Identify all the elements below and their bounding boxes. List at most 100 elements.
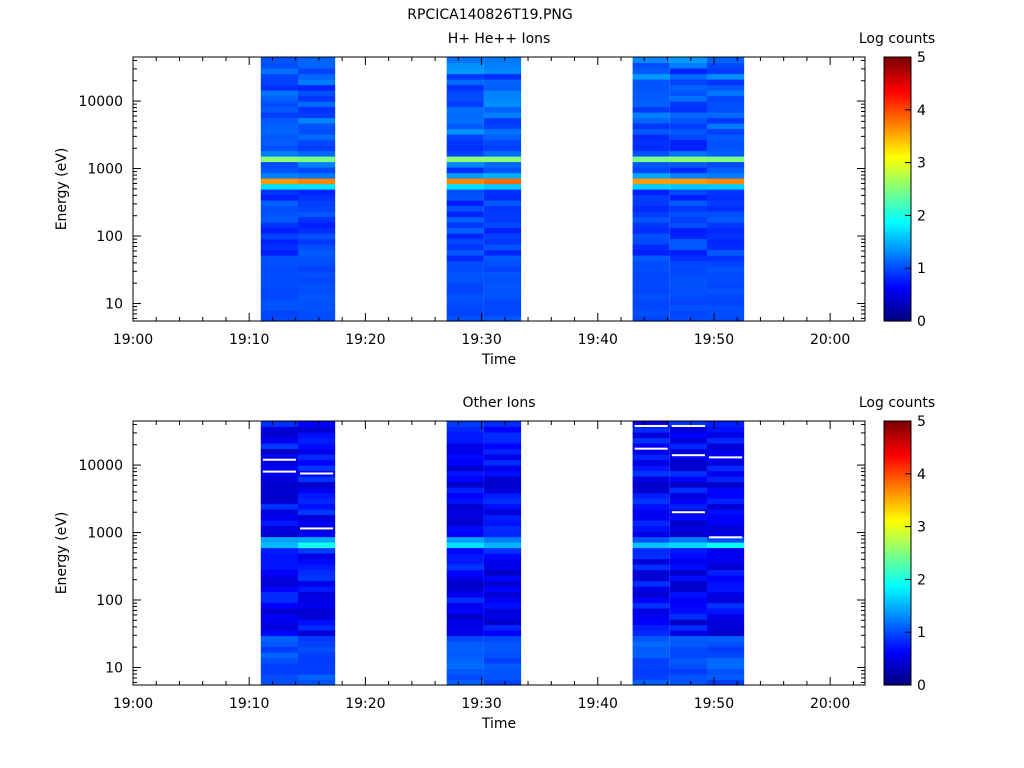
heatmap-cell (483, 481, 522, 488)
heatmap-cell (297, 167, 336, 174)
colorbar-swatch (884, 473, 911, 478)
heatmap-cell (446, 569, 484, 576)
heatmap-cell (706, 139, 745, 146)
colorbar-swatch (884, 212, 911, 216)
heatmap-cell (446, 432, 484, 439)
data-gap-line (634, 447, 668, 450)
colorbar-swatch (884, 115, 911, 119)
heatmap-cell (297, 293, 336, 300)
heatmap-cell (260, 183, 298, 190)
heatmap-cell (297, 542, 336, 549)
heatmap-cell (706, 668, 745, 675)
colorbar-swatch (884, 241, 911, 246)
heatmap-cell (446, 487, 484, 494)
data-column (632, 57, 670, 322)
heatmap-cell (632, 481, 670, 488)
heatmap-cell (483, 271, 522, 278)
heatmap-cell (632, 503, 670, 510)
heatmap-cell (483, 288, 522, 295)
heatmap-cell (632, 145, 670, 152)
heatmap-cell (706, 161, 745, 168)
heatmap-cell (669, 668, 707, 675)
heatmap-cell (483, 84, 522, 91)
heatmap-cell (632, 569, 670, 576)
heatmap-cell (632, 591, 670, 598)
colorbar-swatch (884, 207, 911, 211)
heatmap-cell (446, 194, 484, 201)
colorbar-swatch (884, 284, 911, 288)
heatmap-cell (297, 178, 336, 185)
heatmap-cell (706, 123, 745, 130)
heatmap-cell (446, 271, 484, 278)
heatmap-cell (446, 514, 484, 521)
heatmap-cell (632, 266, 670, 273)
colorbar-swatch (884, 199, 911, 203)
heatmap-cell (446, 646, 484, 653)
heatmap-cell (446, 73, 484, 80)
panel-1: H+ He++ Ions 19:00 19:10 19:20 19:30 19:40 19:… (54, 31, 935, 368)
data-column (483, 421, 522, 686)
heatmap-cell (260, 310, 298, 317)
heatmap-cell (706, 641, 745, 648)
heatmap-cell (632, 509, 670, 516)
heatmap-cell (260, 150, 298, 157)
heatmap-cell (297, 481, 336, 488)
heatmap-cell (706, 244, 745, 251)
data-gap-line (262, 470, 296, 473)
heatmap-cell (297, 216, 336, 223)
heatmap-cell (483, 608, 522, 615)
colorbar-swatch (884, 104, 911, 108)
heatmap-cell (483, 597, 522, 604)
heatmap-cell (669, 454, 707, 461)
heatmap-cell (297, 426, 336, 433)
colorbar-swatch (884, 196, 911, 201)
heatmap-cell (706, 238, 745, 245)
heatmap-cell (446, 613, 484, 620)
heatmap-cell (669, 503, 707, 510)
heatmap-cell (669, 564, 707, 571)
heatmap-cell (483, 68, 522, 75)
colorbar-swatch (884, 189, 911, 193)
x-tick-label: 19:20 (345, 332, 385, 348)
heatmap-cell (446, 233, 484, 240)
heatmap-cell (669, 459, 707, 466)
data-column (706, 57, 745, 322)
heatmap-cell (260, 558, 298, 565)
heatmap-cell (706, 106, 745, 113)
heatmap-cell (446, 222, 484, 229)
x-tick-label: 19:30 (461, 332, 501, 348)
heatmap-cell (260, 437, 298, 444)
colorbar-swatch (884, 492, 911, 496)
colorbar-tick-label: 1 (917, 625, 926, 641)
colorbar-tick-label: 0 (917, 314, 926, 330)
colorbar-swatch (884, 568, 911, 573)
heatmap-cell (669, 558, 707, 565)
heatmap-cell (483, 189, 522, 196)
colorbar-swatch (884, 589, 911, 594)
heatmap-cell (669, 95, 707, 102)
heatmap-cell (632, 68, 670, 75)
heatmap-cell (669, 646, 707, 653)
heatmap-cell (297, 575, 336, 582)
heatmap-cell (632, 547, 670, 554)
heatmap-cell (260, 260, 298, 267)
heatmap-cell (669, 553, 707, 560)
panel-title: H+ He++ Ions (448, 31, 551, 47)
colorbar-label: Log counts (859, 395, 935, 411)
heatmap-cell (669, 619, 707, 626)
heatmap-cell (632, 238, 670, 245)
heatmap-cell (446, 310, 484, 317)
colorbar-swatch (884, 563, 911, 567)
heatmap-cell (260, 443, 298, 450)
heatmap-cell (483, 128, 522, 135)
heatmap-cell (297, 260, 336, 267)
heatmap-cell (706, 255, 745, 262)
colorbar-swatch (884, 302, 911, 306)
colorbar-swatch (884, 640, 911, 644)
heatmap-cell (632, 95, 670, 102)
heatmap-cell (669, 613, 707, 620)
heatmap-cell (483, 492, 522, 499)
heatmap-cell (632, 657, 670, 664)
colorbar-swatch (884, 576, 911, 580)
heatmap-cell (632, 150, 670, 157)
